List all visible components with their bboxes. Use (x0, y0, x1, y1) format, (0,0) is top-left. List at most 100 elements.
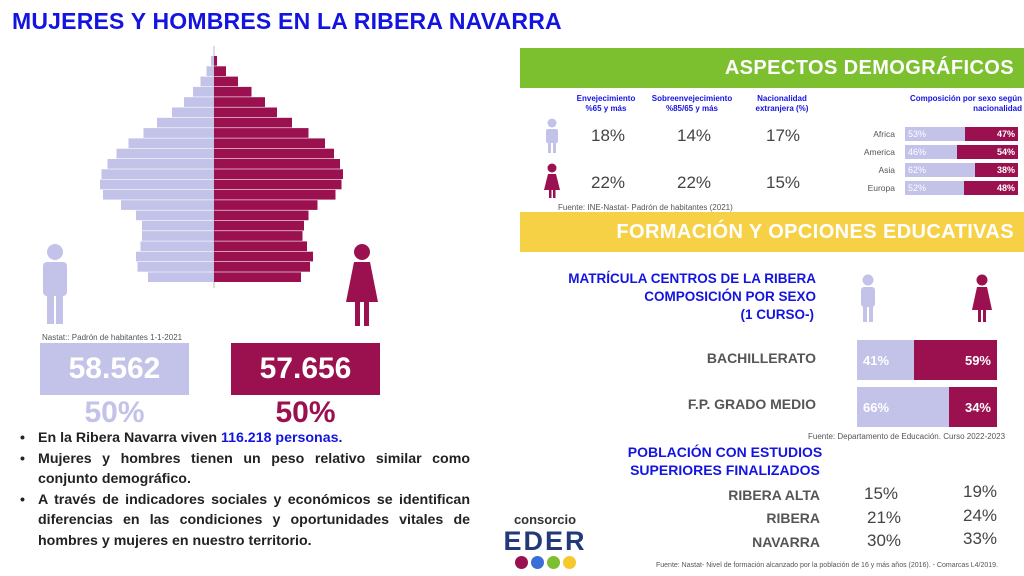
sup-male-value: 21% (866, 508, 902, 527)
pyramid-male-bar (103, 189, 214, 200)
over-aging-column-header: Sobreenvejecimiento %85/65 y más (651, 94, 733, 113)
nat-female-bar: 38% (975, 163, 1018, 177)
male-foreign-value: 17% (765, 126, 801, 145)
pyramid-female-bar (214, 97, 265, 107)
region-label: Africa (873, 129, 895, 139)
sup-row-label: RIBERA (766, 510, 820, 526)
demographics-banner: ASPECTOS DEMOGRÁFICOS (520, 48, 1024, 88)
pyramid-male-bar (184, 97, 214, 107)
pyramid-male-bar (116, 148, 214, 159)
edu-bar-bachillerato: 41% 59% (857, 340, 997, 380)
pyramid-female-bar (214, 66, 226, 76)
pyramid-male-bar (172, 107, 214, 118)
nationality-sex-header: Composición por sexo según nacionalidad (909, 94, 1022, 113)
nationality-row: Europa 52% 48% (845, 181, 1020, 195)
nat-male-bar: 52% (905, 181, 964, 195)
female-percentage: 50% (275, 396, 336, 429)
edu-row-label: BACHILLERATO (706, 350, 816, 366)
pyramid-female-bar (214, 138, 325, 149)
female-edu-icon (972, 274, 992, 322)
nat-male-bar: 46% (905, 145, 957, 159)
female-figure-icon (346, 244, 378, 326)
pyramid-male-bar (142, 220, 214, 231)
edu-male-bar: 41% (857, 340, 915, 380)
pyramid-female-bar (214, 148, 334, 159)
male-percentage: 50% (84, 396, 145, 429)
male-aging-value: 18% (590, 126, 626, 145)
sup-female-value: 33% (962, 529, 998, 548)
aging-column-header: Envejecimiento %65 y más (576, 94, 636, 113)
pyramid-female-bar (214, 76, 238, 87)
edu-female-bar: 34% (949, 387, 997, 427)
nat-male-bar: 53% (905, 127, 965, 141)
pyramid-source: Nastat:: Padrón de habitantes 1-1-2021 (42, 333, 183, 342)
page-title: MUJERES Y HOMBRES EN LA RIBERA NAVARRA (12, 8, 562, 34)
sup-female-value: 24% (962, 506, 998, 525)
sup-female-value: 19% (962, 482, 998, 501)
nat-male-bar: 62% (905, 163, 976, 177)
pyramid-male-bar (107, 159, 214, 169)
female-foreign-value: 15% (765, 173, 801, 192)
higher-studies-header: POBLACIÓN CON ESTUDIOS SUPERIORES FINALI… (600, 443, 850, 479)
population-pyramid (43, 46, 378, 326)
pyramid-male-bar (136, 210, 214, 221)
pyramid-male-bar (143, 128, 214, 138)
male-edu-icon (861, 274, 875, 322)
sup-row-label: RIBERA ALTA (728, 487, 820, 503)
pyramid-male-bar (211, 56, 214, 66)
male-total-value: 58.562 (68, 352, 161, 385)
pyramid-male-bar (142, 231, 214, 241)
nat-female-bar: 47% (964, 127, 1018, 141)
logo-consorcio-text: consorcio (513, 512, 577, 527)
pyramid-female-bar (214, 231, 303, 241)
edu-row-label: F.P. GRADO MEDIO (687, 396, 816, 412)
pyramid-male-bar (200, 76, 214, 87)
male-over-aging-value: 14% (676, 126, 712, 145)
summary-bullets: En la Ribera Navarra viven 116.218 perso… (18, 428, 470, 551)
edu-male-bar: 66% (857, 387, 950, 427)
nationality-chart: Africa 53% 47% America 46% 54% Asia 62% … (845, 127, 1020, 195)
edu-female-bar: 59% (914, 340, 997, 380)
bullet-item: Mujeres y hombres tienen un peso relativ… (18, 449, 470, 490)
education-banner: FORMACIÓN Y OPCIONES EDUCATIVAS (520, 212, 1024, 252)
higher-studies-header-line1: POBLACIÓN CON ESTUDIOS (627, 444, 823, 460)
pyramid-male-bar (121, 200, 214, 210)
enrollment-header-line1: MATRÍCULA CENTROS DE LA RIBERA (568, 271, 816, 286)
pyramid-male-bar (100, 179, 214, 190)
female-over-aging-value: 22% (676, 173, 712, 192)
pyramid-male-bar (206, 66, 214, 76)
nationality-bar: 53% 47% (905, 127, 1018, 141)
demographics-source: Fuente: INE-Nastat- Padrón de habitantes… (558, 203, 733, 212)
pyramid-male-bar (193, 86, 214, 97)
pyramid-male-bar (137, 262, 214, 272)
male-figure-icon (43, 244, 67, 324)
pyramid-female-bar (214, 220, 304, 231)
nat-female-bar: 54% (956, 145, 1018, 159)
education-source: Fuente: Departamento de Educación. Curso… (808, 432, 1006, 441)
edu-bar-fp: 66% 34% (857, 387, 997, 427)
pyramid-female-bar (214, 179, 342, 190)
nationality-bar: 62% 38% (905, 163, 1018, 177)
logo-circles-icon (500, 556, 590, 569)
region-label: Asia (878, 165, 895, 175)
sup-male-value: 15% (863, 484, 899, 503)
female-total-box: 57.656 (231, 343, 380, 395)
pyramid-female-bar (214, 200, 318, 210)
nationality-row: Africa 53% 47% (845, 127, 1020, 141)
pyramid-male-bar (157, 117, 214, 128)
pyramid-male-bar (140, 241, 214, 252)
pyramid-female-bar (214, 241, 307, 252)
pyramid-female-bar (214, 210, 309, 221)
bullet-item: En la Ribera Navarra viven 116.218 perso… (18, 428, 470, 449)
nationality-row: America 46% 54% (845, 145, 1020, 159)
sup-row-label: NAVARRA (752, 534, 820, 550)
nationality-bar: 46% 54% (905, 145, 1018, 159)
pyramid-female-bar (214, 159, 340, 169)
region-label: America (863, 147, 895, 157)
pyramid-female-bar (214, 117, 292, 128)
population-highlight: 116.218 personas. (220, 430, 343, 446)
higher-studies-source: Fuente: Nastat- Nivel de formación alcan… (656, 562, 999, 569)
pyramid-female-bar (214, 86, 252, 97)
pyramid-female-bar (214, 128, 309, 138)
enrollment-header-line2: COMPOSICIÓN POR SEXO (644, 289, 816, 304)
